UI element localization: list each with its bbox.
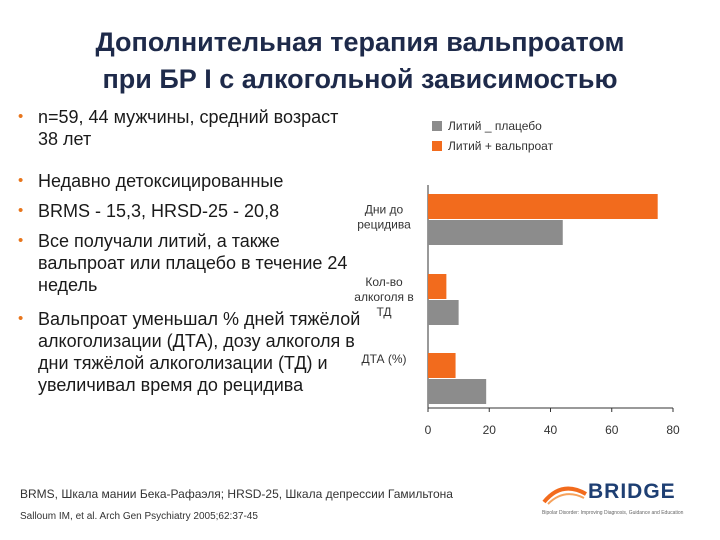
slide-title: Дополнительная терапия вальпроатом при Б…: [0, 24, 720, 98]
category-label: рецидива: [357, 218, 411, 232]
bridge-arc-icon: [542, 486, 588, 505]
bullet-item: • Вальпроат уменьшал % дней тяжёлой алког…: [18, 309, 361, 395]
x-tick-label: 0: [425, 423, 432, 437]
abbreviations-note: BRMS, Шкала мании Бека-Рафаэля; HRSD-25,…: [20, 487, 453, 501]
legend-label: Литий _ плацебо: [448, 119, 542, 133]
logo-name: BRIDGE: [588, 480, 676, 503]
x-tick-label: 60: [605, 423, 619, 437]
x-tick-label: 20: [483, 423, 497, 437]
title-line-2: при БР I с алкогольной зависимостью: [102, 64, 618, 94]
category-label: алкоголя в: [354, 290, 413, 304]
category-label: ТД: [376, 305, 391, 319]
bullet-dot-icon: •: [18, 172, 24, 189]
x-tick-label: 40: [544, 423, 558, 437]
bullet-list: • n=59, 44 мужчины, средний возраст 38 ле…: [16, 106, 361, 396]
bar: [428, 194, 658, 219]
bullet-dot-icon: •: [18, 202, 24, 219]
bullet-item: • n=59, 44 мужчины, средний возраст 38 ле…: [18, 107, 339, 149]
bullet-item: • Все получали литий, а также вальпроат и…: [18, 231, 348, 295]
category-label: Дни до: [365, 203, 404, 217]
legend-swatch: [432, 121, 442, 131]
bar: [428, 300, 459, 325]
bar: [428, 353, 456, 378]
title-line-1: Дополнительная терапия вальпроатом: [95, 27, 625, 57]
bar: [428, 220, 563, 245]
bullet-dot-icon: •: [18, 310, 24, 327]
bar-chart: Литий _ плацебо Литий + вальпроат 0 20 40 60 8…: [354, 119, 680, 437]
bar: [428, 379, 487, 404]
legend-label: Литий + вальпроат: [448, 139, 554, 153]
x-tick-label: 80: [666, 423, 680, 437]
bullet-item: • Недавно детоксицированные: [18, 171, 284, 191]
citation: Salloum IM, et al. Arch Gen Psychiatry 2…: [20, 511, 258, 522]
legend-swatch: [432, 141, 442, 151]
bullet-item: • BRMS - 15,3, HRSD-25 - 20,8: [18, 201, 280, 221]
bullet-dot-icon: •: [18, 232, 24, 249]
logo-tagline: Bipolar Disorder: Improving Diagnosis, G…: [542, 510, 684, 516]
category-label: ДТА (%): [361, 352, 406, 366]
bridge-logo: BRIDGE Bipolar Disorder: Improving Diagn…: [540, 476, 710, 532]
bullet-dot-icon: •: [18, 108, 24, 125]
bar: [428, 274, 447, 299]
category-label: Кол-во: [365, 275, 403, 289]
